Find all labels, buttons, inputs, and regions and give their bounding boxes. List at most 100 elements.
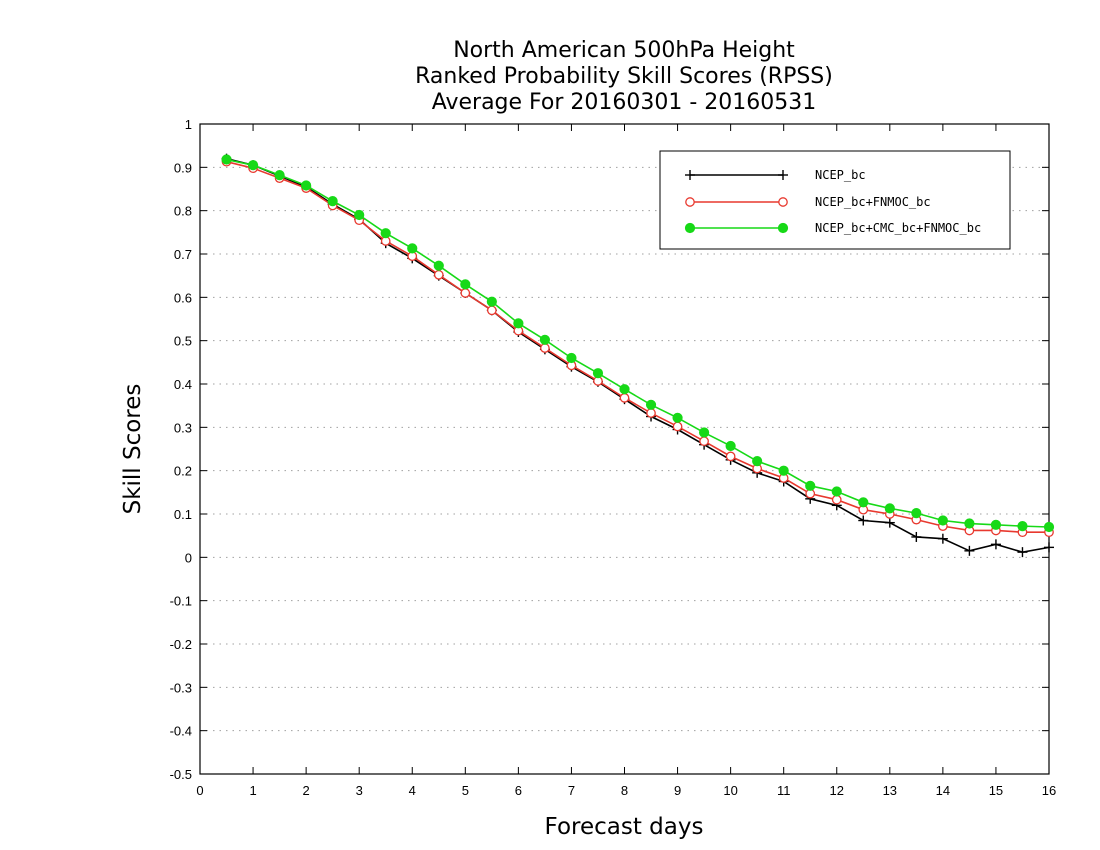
x-tick-label: 2 bbox=[303, 783, 310, 798]
data-point bbox=[858, 497, 869, 508]
legend-marker bbox=[778, 170, 788, 180]
y-tick-label: 0.9 bbox=[174, 160, 192, 175]
x-tick-label: 8 bbox=[621, 783, 628, 798]
data-point bbox=[486, 296, 497, 307]
data-point bbox=[566, 352, 577, 364]
y-tick-label: 0.7 bbox=[174, 247, 192, 262]
data-point bbox=[990, 519, 1002, 530]
data-point bbox=[540, 343, 550, 353]
data-point bbox=[460, 279, 471, 290]
data-point bbox=[911, 508, 922, 519]
legend-box bbox=[659, 150, 1011, 250]
y-tick-label: 1 bbox=[185, 117, 192, 132]
chart-title-line: Ranked Probability Skill Scores (RPSS) bbox=[415, 64, 833, 89]
data-point bbox=[937, 533, 948, 544]
x-tick-label: 16 bbox=[1042, 783, 1056, 798]
data-point bbox=[911, 531, 922, 542]
legend-entry: NCEP_bc bbox=[815, 168, 866, 182]
x-tick-label: 11 bbox=[777, 783, 791, 798]
x-tick-label: 6 bbox=[515, 783, 522, 798]
data-point bbox=[221, 154, 232, 165]
y-tick-label: -0.3 bbox=[170, 680, 192, 695]
x-axis-label: Forecast days bbox=[545, 814, 704, 840]
legend-marker bbox=[685, 170, 695, 180]
data-point bbox=[858, 515, 869, 526]
y-axis-label: Skill Scores bbox=[120, 384, 146, 515]
data-point bbox=[937, 515, 948, 526]
y-tick-label: -0.4 bbox=[170, 724, 192, 739]
y-tick-label: 0.3 bbox=[174, 420, 192, 435]
data-point bbox=[486, 305, 497, 316]
data-point bbox=[672, 421, 683, 432]
data-point bbox=[1043, 521, 1055, 533]
series-ncep-bc-cmc-bc-fnmoc-bc bbox=[221, 154, 1055, 533]
data-point bbox=[327, 196, 338, 207]
data-point bbox=[964, 545, 975, 556]
legend-marker bbox=[684, 222, 696, 234]
legend-marker bbox=[777, 222, 789, 234]
y-tick-label: 0.8 bbox=[174, 204, 192, 219]
data-point bbox=[831, 494, 842, 505]
data-point bbox=[619, 393, 630, 403]
x-axis: 0 1 2 3 4 5 6 7 8 9 10 11 12 13 14 15 16 bbox=[196, 124, 1056, 798]
data-point bbox=[380, 228, 391, 239]
y-tick-label: 0.6 bbox=[174, 290, 192, 305]
y-axis: 1 0.9 0.8 0.7 0.6 0.5 0.4 0.3 0.2 0.1 0 -0.1 -0.2 -0.… bbox=[170, 117, 1049, 782]
chart-title-line: North American 500hPa Height bbox=[453, 38, 795, 63]
data-point bbox=[619, 384, 630, 395]
data-point bbox=[433, 260, 444, 271]
x-tick-label: 14 bbox=[936, 783, 950, 798]
series bbox=[221, 153, 1055, 558]
x-tick-label: 7 bbox=[568, 783, 575, 798]
data-point bbox=[645, 399, 657, 410]
y-tick-label: 0.1 bbox=[174, 507, 192, 522]
data-point bbox=[247, 160, 259, 171]
data-point bbox=[354, 209, 365, 221]
legend-marker bbox=[778, 197, 788, 207]
data-point bbox=[990, 539, 1001, 550]
data-point bbox=[407, 243, 418, 254]
y-tick-label: -0.5 bbox=[170, 767, 192, 782]
x-tick-label: 1 bbox=[249, 783, 256, 798]
data-point bbox=[274, 170, 285, 181]
data-point bbox=[752, 456, 763, 467]
x-tick-label: 9 bbox=[674, 783, 681, 798]
x-tick-label: 13 bbox=[883, 783, 897, 798]
x-tick-label: 10 bbox=[723, 783, 737, 798]
data-point bbox=[672, 412, 683, 423]
y-tick-label: 0.2 bbox=[174, 464, 192, 479]
y-tick-label: -0.2 bbox=[170, 637, 192, 652]
data-point bbox=[698, 427, 710, 438]
data-point bbox=[460, 288, 471, 298]
grid bbox=[200, 166, 1049, 732]
data-point bbox=[592, 368, 604, 379]
legend: NCEP_bc NCEP_bc+FNMOC_bc NCEP_bc+CMC_bc+FN… bbox=[659, 150, 1011, 250]
y-tick-label: -0.1 bbox=[170, 594, 192, 609]
data-point bbox=[964, 518, 975, 529]
data-point bbox=[884, 517, 895, 528]
data-point bbox=[805, 480, 816, 491]
y-tick-label: 0.4 bbox=[174, 377, 192, 392]
y-tick-label: 0 bbox=[185, 550, 192, 565]
data-point bbox=[884, 503, 895, 514]
data-point bbox=[1044, 542, 1054, 553]
data-point bbox=[301, 180, 312, 191]
x-tick-label: 0 bbox=[196, 783, 203, 798]
data-point bbox=[831, 486, 842, 497]
y-tick-label: 0.5 bbox=[174, 334, 192, 349]
data-point bbox=[699, 436, 709, 447]
data-point bbox=[725, 451, 736, 462]
data-point bbox=[1017, 521, 1028, 532]
data-point bbox=[1017, 547, 1028, 558]
x-tick-label: 4 bbox=[409, 783, 416, 798]
data-point bbox=[513, 318, 524, 329]
data-point bbox=[725, 440, 736, 452]
x-tick-label: 12 bbox=[830, 783, 844, 798]
x-tick-label: 15 bbox=[989, 783, 1003, 798]
x-tick-label: 3 bbox=[356, 783, 363, 798]
x-tick-label: 5 bbox=[462, 783, 469, 798]
data-point bbox=[646, 408, 656, 418]
data-point bbox=[778, 465, 789, 476]
